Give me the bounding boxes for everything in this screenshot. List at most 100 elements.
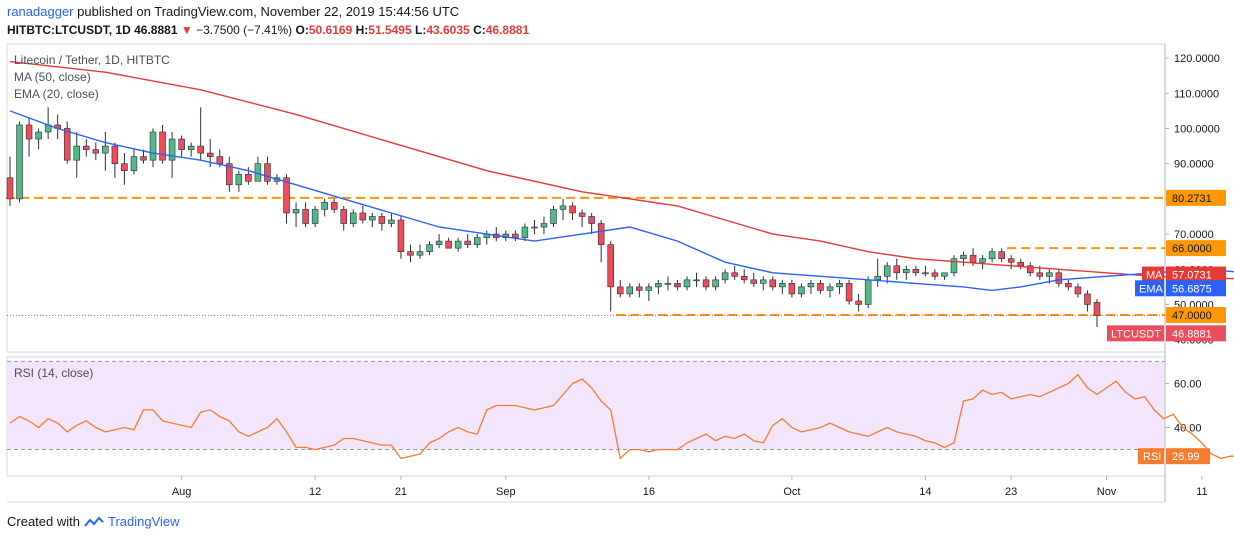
candle-body xyxy=(264,163,271,182)
candle-body xyxy=(512,233,519,238)
price-tick-label: 100.0000 xyxy=(1174,123,1220,135)
high-value: 51.5495 xyxy=(368,23,412,37)
candle-body xyxy=(140,156,147,161)
candle-body xyxy=(1084,293,1091,305)
candle-body xyxy=(1026,265,1034,274)
rsi-tick-label: 40.00 xyxy=(1174,423,1202,435)
candle-body xyxy=(740,276,748,281)
price-tick-label: 90.0000 xyxy=(1174,159,1214,171)
candle-body xyxy=(683,279,691,288)
candle-body xyxy=(779,283,786,288)
indicator-value-badge xyxy=(1166,266,1226,283)
candle-body xyxy=(359,212,367,221)
candle-body xyxy=(807,283,815,288)
candle-body xyxy=(216,156,224,164)
indicator-name: EMA xyxy=(1139,283,1164,295)
candle-body xyxy=(979,258,986,263)
tradingview-logo-icon xyxy=(84,516,104,527)
candle-body xyxy=(302,209,309,224)
x-tick-label: Aug xyxy=(172,486,192,498)
candle-body xyxy=(998,251,1005,260)
candle-body xyxy=(969,254,977,263)
candle-body xyxy=(636,286,643,291)
candle-body xyxy=(35,131,42,140)
candle-body xyxy=(245,173,252,182)
candle-body xyxy=(435,240,443,245)
candle-body xyxy=(111,145,119,164)
indicator-value: 57.0731 xyxy=(1172,270,1212,282)
level-badge xyxy=(1166,189,1226,206)
indicator-value-badge xyxy=(1166,280,1226,297)
author-link[interactable]: ranadagger xyxy=(7,4,74,19)
candle-body xyxy=(922,272,929,275)
candle-body xyxy=(464,240,471,245)
candle-body xyxy=(63,128,71,161)
candle-body xyxy=(693,279,700,282)
candle-body xyxy=(950,258,958,274)
indicator-value: 46.8881 xyxy=(1172,328,1212,340)
candle-body xyxy=(845,283,853,302)
publish-header: ranadagger published on TradingView.com,… xyxy=(7,3,459,20)
candle-body xyxy=(350,212,357,224)
high-label: H: xyxy=(355,23,369,37)
x-tick-label: 23 xyxy=(1005,486,1017,498)
candle-body xyxy=(159,131,166,161)
low-label: L: xyxy=(415,23,427,37)
created-with-text: Created with xyxy=(7,514,80,529)
ema20-line xyxy=(9,110,1234,292)
rsi-line xyxy=(9,373,1234,460)
candle-body xyxy=(83,145,90,150)
candle-body xyxy=(721,272,729,281)
level-badge xyxy=(1166,307,1226,324)
candle-body xyxy=(664,283,672,285)
x-tick-label: 12 xyxy=(309,486,321,498)
candle-body xyxy=(187,145,195,150)
candle-body xyxy=(626,286,634,295)
candle-body xyxy=(912,268,920,274)
candle-body xyxy=(645,286,653,291)
candle-body xyxy=(206,152,214,157)
candle-body xyxy=(864,279,872,305)
indicator-name: MA xyxy=(1146,270,1163,282)
candle-body xyxy=(321,202,328,210)
candle-body xyxy=(674,283,681,288)
candle-body xyxy=(712,279,719,288)
candle-body xyxy=(960,254,967,260)
publish-info: published on TradingView.com, November 2… xyxy=(77,4,460,19)
brand-name[interactable]: TradingView xyxy=(107,514,180,529)
x-tick-label: Sep xyxy=(496,486,516,498)
candle-body xyxy=(330,202,338,210)
candle-body xyxy=(445,240,452,249)
candle-body xyxy=(168,138,176,161)
candle-body xyxy=(893,265,901,274)
candle-body xyxy=(130,156,138,172)
x-tick-label: 11 xyxy=(1196,486,1207,498)
candle-body xyxy=(149,131,157,161)
down-arrow-icon: ▼ xyxy=(180,23,193,37)
level-badge-value: 80.2731 xyxy=(1172,193,1212,205)
candle-body xyxy=(769,279,777,288)
candle-body xyxy=(1074,286,1082,295)
candle-body xyxy=(369,216,376,221)
candle-body xyxy=(1017,261,1024,267)
candle-body xyxy=(874,276,881,281)
candle-body xyxy=(855,300,862,305)
candle-body xyxy=(340,209,347,224)
level-badge-value: 47.0000 xyxy=(1172,310,1212,322)
candle-body xyxy=(378,216,386,224)
candle-body xyxy=(416,251,424,256)
candle-body xyxy=(616,286,624,295)
candle-body xyxy=(407,251,414,256)
rsi-name: RSI xyxy=(1143,451,1161,463)
rsi-band xyxy=(8,361,1164,450)
candle-body xyxy=(702,279,710,288)
candle-body xyxy=(1036,272,1044,277)
candle-body xyxy=(1055,272,1063,284)
ticker-symbol: HITBTC:LTCUSDT, 1D xyxy=(7,23,131,37)
level-badge-value: 66.0000 xyxy=(1172,243,1212,255)
chart-title: Litecoin / Tether, 1D, HITBTC xyxy=(14,53,170,67)
candle-body xyxy=(569,205,576,214)
price-tick-label: 120.0000 xyxy=(1174,53,1220,65)
candle-body xyxy=(836,283,843,288)
